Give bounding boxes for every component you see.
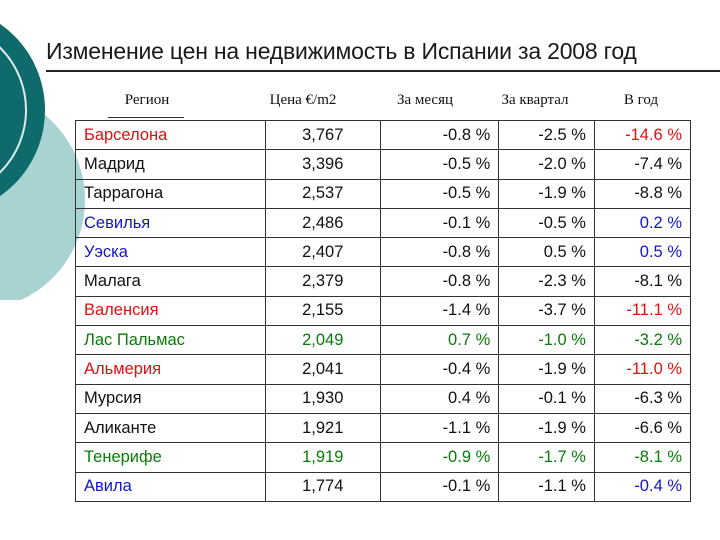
quarter-change-cell: -1.7 %: [498, 442, 595, 473]
region-cell: Таррагона: [75, 178, 266, 209]
slide-decoration: [0, 0, 120, 300]
table-row: Севилья 2,486 -0.1 % -0.5 % 0.2 %: [75, 207, 692, 239]
year-change-cell: -8.8 %: [593, 178, 692, 209]
region-cell: Уэска: [75, 237, 266, 268]
year-change-cell: -7.4 %: [593, 149, 692, 180]
region-cell: Альмерия: [75, 354, 266, 385]
table-row: Альмерия 2,041 -0.4 % -1.9 % -11.0 %: [75, 354, 692, 385]
decor-ring: [0, 46, 27, 174]
year-change-cell: -8.1 %: [593, 266, 692, 297]
month-change-cell: -0.1 %: [379, 471, 500, 502]
year-change-cell: -11.1 %: [593, 295, 692, 327]
quarter-change-cell: -2.0 %: [498, 149, 595, 180]
price-cell: 2,407: [264, 237, 381, 268]
region-cell: Тенерифе: [75, 442, 266, 473]
year-change-cell: -3.2 %: [593, 325, 692, 356]
region-cell: Севилья: [75, 207, 266, 239]
region-cell: Лас Пальмас: [75, 325, 266, 356]
year-change-cell: -6.6 %: [593, 412, 692, 444]
title-divider: [46, 70, 720, 72]
year-change-cell: -0.4 %: [593, 471, 692, 502]
year-change-cell: -11.0 %: [593, 354, 692, 385]
year-change-cell: -6.3 %: [593, 383, 692, 414]
year-change-cell: 0.2 %: [593, 207, 692, 239]
region-cell: Малага: [75, 266, 266, 297]
table-row: Барселона 3,767 -0.8 % -2.5 % -14.6 %: [75, 119, 692, 151]
table-row: Мурсия 1,930 0.4 % -0.1 % -6.3 %: [75, 383, 692, 414]
header-region-underline: [108, 117, 184, 118]
table-row: Авила 1,774 -0.1 % -1.1 % -0.4 %: [75, 471, 692, 502]
price-cell: 2,155: [264, 295, 381, 327]
header-quarter: За квартал: [501, 92, 569, 108]
price-cell: 2,041: [264, 354, 381, 385]
month-change-cell: -0.1 %: [379, 207, 500, 239]
price-cell: 3,396: [264, 149, 381, 180]
month-change-cell: -0.8 %: [379, 237, 500, 268]
price-table: Барселона 3,767 -0.8 % -2.5 % -14.6 % Мадрид 3…: [75, 119, 692, 502]
table-row: Таррагона 2,537 -0.5 % -1.9 % -8.8 %: [75, 178, 692, 209]
month-change-cell: -0.4 %: [379, 354, 500, 385]
header-price: Цена €/m2: [269, 92, 337, 108]
table-row: Аликанте 1,921 -1.1 % -1.9 % -6.6 %: [75, 412, 692, 444]
region-cell: Авила: [75, 471, 266, 502]
price-cell: 1,919: [264, 442, 381, 473]
month-change-cell: 0.4 %: [379, 383, 500, 414]
quarter-change-cell: -3.7 %: [498, 295, 595, 327]
price-table-body: Барселона 3,767 -0.8 % -2.5 % -14.6 % Мадрид 3…: [75, 119, 692, 502]
quarter-change-cell: -2.5 %: [498, 119, 595, 151]
month-change-cell: 0.7 %: [379, 325, 500, 356]
header-region: Регион: [124, 92, 170, 108]
table-row: Уэска 2,407 -0.8 % 0.5 % 0.5 %: [75, 237, 692, 268]
table-row: Лас Пальмас 2,049 0.7 % -1.0 % -3.2 %: [75, 325, 692, 356]
month-change-cell: -0.5 %: [379, 149, 500, 180]
month-change-cell: -0.8 %: [379, 119, 500, 151]
region-cell: Мадрид: [75, 149, 266, 180]
quarter-change-cell: -1.9 %: [498, 354, 595, 385]
table-row: Малага 2,379 -0.8 % -2.3 % -8.1 %: [75, 266, 692, 297]
region-cell: Барселона: [75, 119, 266, 151]
month-change-cell: -0.5 %: [379, 178, 500, 209]
quarter-change-cell: -2.3 %: [498, 266, 595, 297]
month-change-cell: -1.4 %: [379, 295, 500, 327]
region-cell: Мурсия: [75, 383, 266, 414]
quarter-change-cell: -1.1 %: [498, 471, 595, 502]
price-cell: 2,537: [264, 178, 381, 209]
header-month: За месяц: [396, 92, 454, 108]
price-cell: 1,774: [264, 471, 381, 502]
price-cell: 3,767: [264, 119, 381, 151]
quarter-change-cell: -1.0 %: [498, 325, 595, 356]
header-year: В год: [623, 92, 659, 108]
quarter-change-cell: -0.5 %: [498, 207, 595, 239]
price-cell: 2,379: [264, 266, 381, 297]
region-cell: Валенсия: [75, 295, 266, 327]
month-change-cell: -0.8 %: [379, 266, 500, 297]
table-header: Регион Цена €/m2 За месяц За квартал В г…: [75, 84, 691, 120]
page-title: Изменение цен на недвижимость в Испании …: [46, 38, 637, 64]
quarter-change-cell: -1.9 %: [498, 412, 595, 444]
price-cell: 2,486: [264, 207, 381, 239]
decor-circle-dark: [0, 23, 45, 197]
year-change-cell: -14.6 %: [593, 119, 692, 151]
quarter-change-cell: -1.9 %: [498, 178, 595, 209]
table-row: Мадрид 3,396 -0.5 % -2.0 % -7.4 %: [75, 149, 692, 180]
quarter-change-cell: -0.1 %: [498, 383, 595, 414]
price-cell: 2,049: [264, 325, 381, 356]
price-cell: 1,930: [264, 383, 381, 414]
quarter-change-cell: 0.5 %: [498, 237, 595, 268]
year-change-cell: -8.1 %: [593, 442, 692, 473]
table-row: Валенсия 2,155 -1.4 % -3.7 % -11.1 %: [75, 295, 692, 327]
month-change-cell: -0.9 %: [379, 442, 500, 473]
table-row: Тенерифе 1,919 -0.9 % -1.7 % -8.1 %: [75, 442, 692, 473]
region-cell: Аликанте: [75, 412, 266, 444]
price-cell: 1,921: [264, 412, 381, 444]
year-change-cell: 0.5 %: [593, 237, 692, 268]
month-change-cell: -1.1 %: [379, 412, 500, 444]
